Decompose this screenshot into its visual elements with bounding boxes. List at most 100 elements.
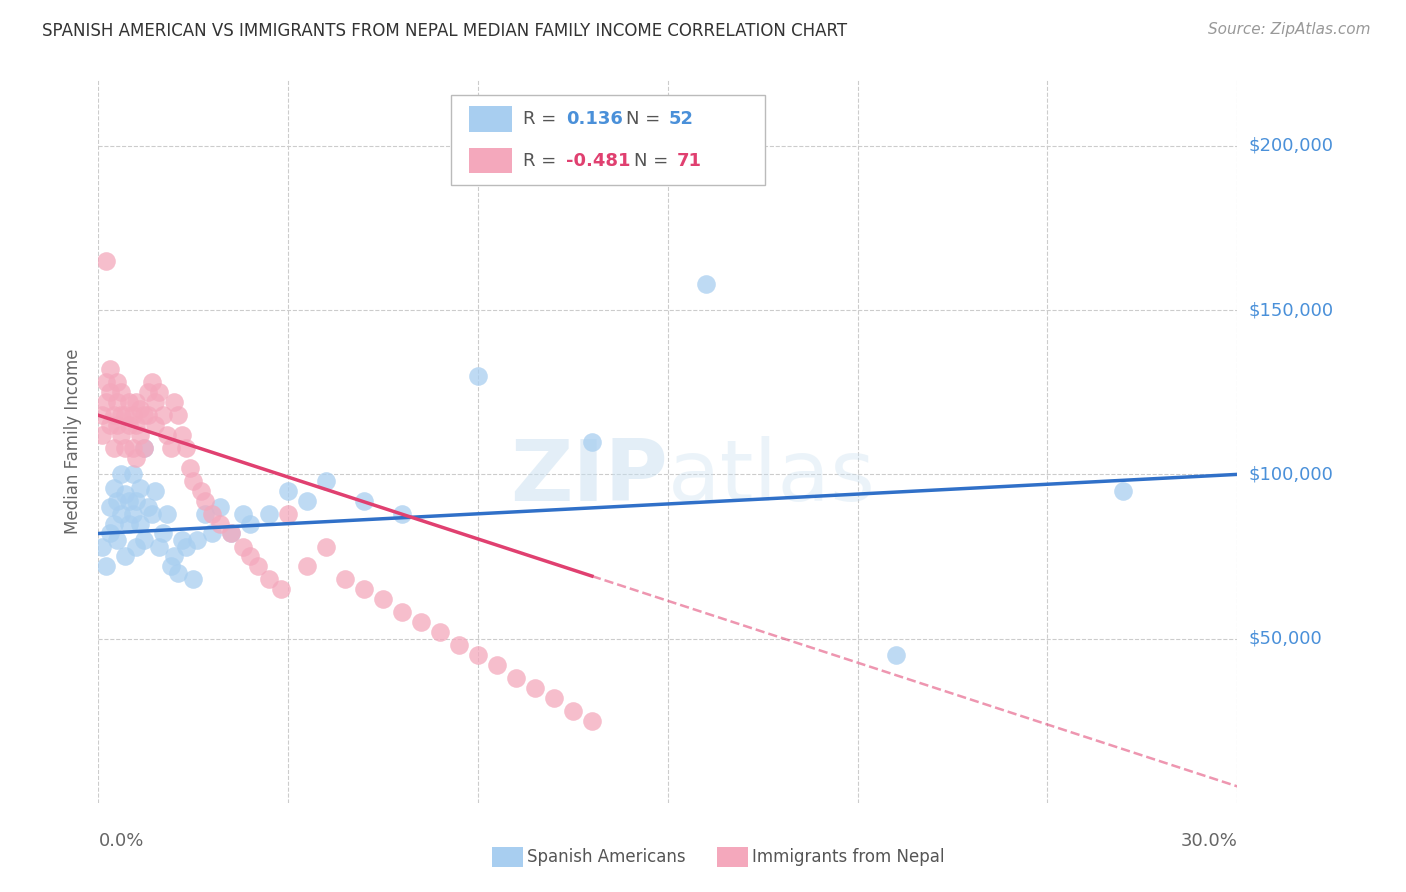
Point (1112, 483, 1135, 498)
Point (695, 277, 717, 291)
Text: $200,000: $200,000 (1249, 137, 1333, 155)
Point (132, 441, 155, 455)
Point (129, 428, 152, 442)
Point (125, 450, 148, 465)
Text: Spanish Americans: Spanish Americans (527, 848, 686, 866)
Point (174, 441, 197, 455)
Text: 0.0%: 0.0% (98, 831, 143, 850)
FancyBboxPatch shape (468, 148, 512, 173)
Point (136, 409, 159, 423)
Point (129, 516, 152, 531)
Text: $150,000: $150,000 (1249, 301, 1333, 319)
Point (429, 625, 451, 640)
Point (167, 566, 190, 580)
Point (208, 516, 231, 531)
Point (163, 395, 186, 409)
Point (391, 507, 413, 521)
Point (107, 493, 129, 508)
Text: 71: 71 (676, 152, 702, 169)
Text: SPANISH AMERICAN VS IMMIGRANTS FROM NEPAL MEDIAN FAMILY INCOME CORRELATION CHART: SPANISH AMERICAN VS IMMIGRANTS FROM NEPA… (42, 22, 848, 40)
Point (121, 441, 143, 455)
Text: R =: R = (523, 152, 562, 169)
Point (232, 540, 254, 554)
Point (581, 434, 603, 449)
Point (98, 418, 121, 433)
Point (98, 500, 121, 515)
Point (524, 681, 547, 695)
Y-axis label: Median Family Income: Median Family Income (65, 349, 83, 534)
Point (156, 428, 179, 442)
Point (221, 526, 243, 541)
Point (118, 493, 141, 508)
Point (277, 483, 299, 498)
Point (141, 507, 163, 521)
Point (110, 507, 132, 521)
Point (94, 395, 117, 409)
Point (118, 516, 141, 531)
Point (121, 507, 143, 521)
Point (114, 441, 136, 455)
Point (103, 516, 125, 531)
Point (110, 409, 132, 423)
Text: R =: R = (523, 110, 562, 128)
Point (148, 385, 170, 400)
Text: ZIP: ZIP (510, 436, 668, 519)
Point (259, 507, 281, 521)
Point (121, 467, 143, 482)
Point (232, 507, 254, 521)
Point (114, 487, 136, 501)
Point (581, 714, 603, 728)
Point (270, 582, 292, 597)
Point (183, 474, 205, 488)
Text: N =: N = (634, 152, 673, 169)
Point (141, 376, 163, 390)
Point (391, 605, 413, 619)
Point (152, 409, 174, 423)
Point (449, 638, 471, 652)
Point (194, 493, 217, 508)
Point (208, 500, 231, 515)
Point (411, 615, 433, 630)
Point (110, 385, 132, 400)
Point (163, 549, 186, 564)
Point (121, 409, 143, 423)
Point (221, 526, 243, 541)
Point (201, 526, 224, 541)
Point (246, 559, 269, 574)
Point (297, 493, 319, 508)
Point (562, 704, 585, 718)
Point (159, 559, 181, 574)
Point (335, 573, 357, 587)
Point (353, 493, 375, 508)
Point (259, 573, 281, 587)
Point (129, 401, 152, 416)
Text: $50,000: $50,000 (1249, 630, 1322, 648)
Point (353, 582, 375, 597)
Point (114, 409, 136, 423)
Point (183, 573, 205, 587)
Point (103, 409, 125, 423)
Point (239, 516, 262, 531)
Text: Source: ZipAtlas.com: Source: ZipAtlas.com (1208, 22, 1371, 37)
Text: 0.136: 0.136 (567, 110, 623, 128)
Point (125, 540, 148, 554)
Point (107, 395, 129, 409)
Point (505, 671, 527, 685)
Point (132, 409, 155, 423)
Point (94, 376, 117, 390)
Text: N =: N = (626, 110, 665, 128)
Point (152, 526, 174, 541)
Point (174, 540, 197, 554)
Point (467, 648, 489, 662)
FancyBboxPatch shape (468, 106, 512, 132)
Point (170, 533, 193, 547)
Point (91, 540, 114, 554)
Text: atlas: atlas (668, 436, 876, 519)
Point (103, 481, 125, 495)
Point (315, 540, 337, 554)
Point (107, 376, 129, 390)
Text: 52: 52 (669, 110, 695, 128)
Point (297, 559, 319, 574)
Point (371, 592, 394, 607)
Point (201, 507, 224, 521)
